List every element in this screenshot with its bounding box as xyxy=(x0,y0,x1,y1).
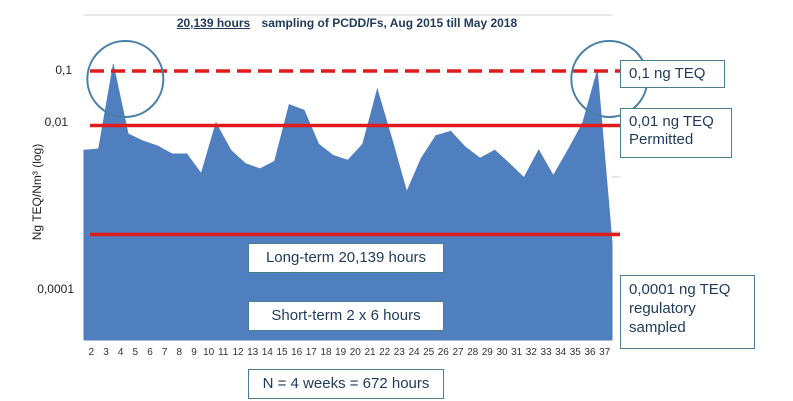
data-point xyxy=(362,143,364,145)
data-point xyxy=(406,191,408,193)
x-tick-label: 30 xyxy=(496,347,508,358)
x-tick-label: 21 xyxy=(364,347,376,358)
x-tick-label: 7 xyxy=(162,347,168,358)
ref-label-line: sampled xyxy=(629,319,686,336)
x-tick-label: 26 xyxy=(438,347,450,358)
y-axis-label: Ng TEQ/Nm³ (log) xyxy=(30,143,44,241)
data-point xyxy=(332,155,334,157)
data-point xyxy=(171,153,173,155)
long-term-label: Long-term 20,139 hours xyxy=(248,243,444,273)
data-point xyxy=(244,163,246,165)
data-point xyxy=(391,139,393,141)
ref-label-text: 0,1 ng TEQ xyxy=(629,65,706,82)
x-tick-label: 31 xyxy=(511,347,523,358)
x-tick-label: 5 xyxy=(133,347,139,358)
x-tick-label: 16 xyxy=(291,347,303,358)
highlight-circle xyxy=(86,40,165,118)
x-tick-label: 20 xyxy=(350,347,362,358)
data-point xyxy=(347,159,349,161)
x-tick-label: 33 xyxy=(540,347,552,358)
x-tick-label: 27 xyxy=(452,347,464,358)
x-tick-label: 29 xyxy=(482,347,494,358)
ref-label-line: regulatory xyxy=(629,300,696,317)
x-tick-label: 4 xyxy=(118,347,124,358)
data-point xyxy=(420,157,422,159)
chart-title: 20,139 hours sampling of PCDD/Fs, Aug 20… xyxy=(84,16,610,30)
data-point xyxy=(259,168,261,170)
y-tick-label: 0,1 xyxy=(55,63,72,77)
x-tick-label: 19 xyxy=(335,347,347,358)
y-tick-label: 0,01 xyxy=(44,115,68,129)
x-tick-label: 3 xyxy=(103,347,109,358)
data-point xyxy=(112,64,114,66)
data-point xyxy=(274,160,276,162)
data-point xyxy=(552,175,554,177)
footer-label: N = 4 weeks = 672 hours xyxy=(248,369,444,399)
ref-label-0-01: 0,01 ng TEQ Permitted xyxy=(620,108,732,158)
x-tick-label: 22 xyxy=(379,347,391,358)
data-point xyxy=(156,145,158,147)
x-tick-label: 17 xyxy=(306,347,318,358)
x-tick-label: 24 xyxy=(408,347,420,358)
x-tick-label: 12 xyxy=(232,347,244,358)
x-tick-label: 25 xyxy=(423,347,435,358)
x-tick-label: 8 xyxy=(177,347,183,358)
x-tick-label: 32 xyxy=(526,347,538,358)
data-point xyxy=(435,135,437,137)
ref-label-line: 0,0001 ng TEQ xyxy=(629,281,731,298)
data-point xyxy=(142,140,144,142)
data-point xyxy=(567,149,569,151)
data-point xyxy=(508,163,510,165)
x-tick-label: 37 xyxy=(599,347,611,358)
x-tick-label: 13 xyxy=(247,347,259,358)
data-point xyxy=(186,153,188,155)
x-tick-label: 6 xyxy=(147,347,153,358)
x-tick-label: 11 xyxy=(218,347,229,358)
data-point xyxy=(215,122,217,124)
x-tick-label: 15 xyxy=(276,347,288,358)
data-point xyxy=(611,242,613,244)
x-tick-label: 23 xyxy=(394,347,406,358)
data-point xyxy=(288,104,290,106)
data-area xyxy=(83,64,613,341)
x-tick-label: 18 xyxy=(320,347,332,358)
data-point xyxy=(479,157,481,159)
x-tick-label: 35 xyxy=(570,347,582,358)
title-rest: sampling of PCDD/Fs, Aug 2015 till May 2… xyxy=(261,16,518,30)
data-point xyxy=(83,149,85,151)
ref-label-line: Permitted xyxy=(629,131,694,148)
title-highlight: 20,139 hours xyxy=(176,16,251,30)
data-point xyxy=(318,143,320,145)
x-tick-label: 28 xyxy=(467,347,479,358)
data-point xyxy=(494,149,496,151)
ref-label-0-0001: 0,0001 ng TEQ regulatory sampled xyxy=(620,275,755,349)
data-point xyxy=(464,146,466,148)
data-point xyxy=(523,177,525,179)
data-point xyxy=(303,109,305,111)
ref-label-0-1: 0,1 ng TEQ xyxy=(620,60,725,88)
data-point xyxy=(127,133,129,135)
data-point xyxy=(376,89,378,91)
x-tick-label: 10 xyxy=(203,347,215,358)
short-term-label: Short-term 2 x 6 hours xyxy=(248,301,444,331)
data-point xyxy=(450,130,452,132)
x-tick-label: 2 xyxy=(89,347,95,358)
x-tick-label: 34 xyxy=(555,347,567,358)
y-tick-label: 0,0001 xyxy=(37,282,74,296)
x-tick-label: 9 xyxy=(191,347,197,358)
data-point xyxy=(98,148,100,150)
data-point xyxy=(582,122,584,124)
data-point xyxy=(538,149,540,151)
data-point xyxy=(200,173,202,175)
x-tick-label: 14 xyxy=(262,347,274,358)
ref-label-line: 0,01 ng TEQ xyxy=(629,113,714,130)
data-point xyxy=(230,149,232,151)
x-tick-label: 36 xyxy=(584,347,596,358)
